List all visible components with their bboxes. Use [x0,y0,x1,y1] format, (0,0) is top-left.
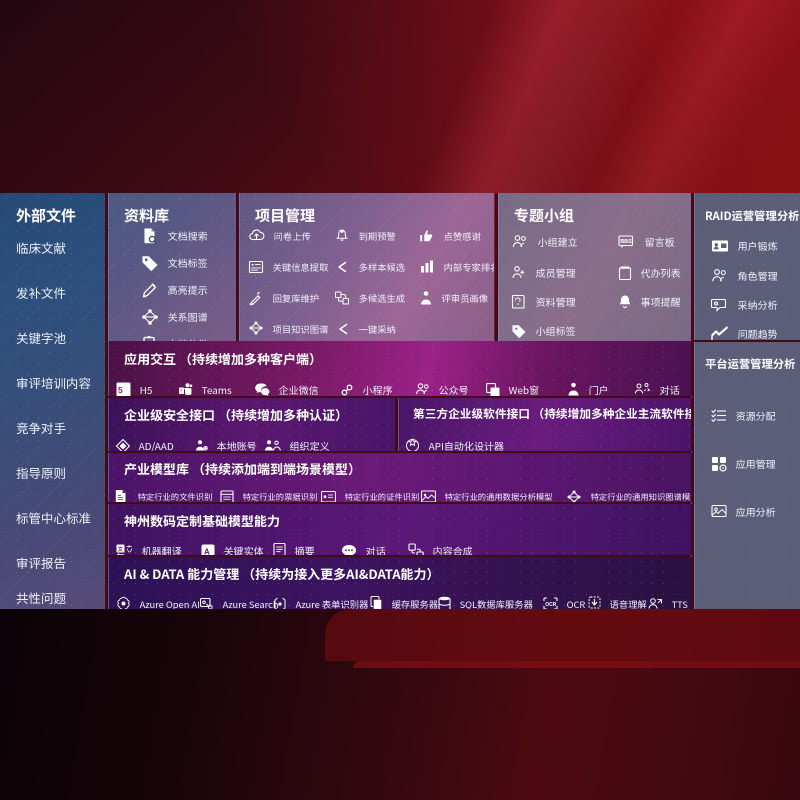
svg-text:T: T [180,389,183,394]
svg-text:QA: QA [715,302,719,306]
svg-text:5: 5 [118,385,123,395]
svg-text:OCR: OCR [545,602,557,608]
svg-text:BBS: BBS [620,239,632,245]
